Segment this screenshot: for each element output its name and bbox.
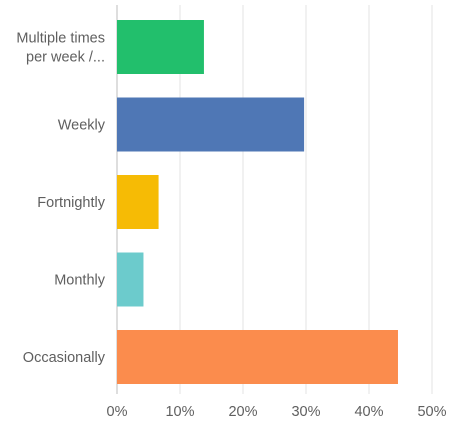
category-labels: Multiple times per week /... Weekly Fortnig… — [16, 31, 105, 367]
bar — [117, 252, 144, 307]
x-tick-label: 50% — [417, 404, 446, 420]
category-label: Occasionally — [23, 350, 106, 366]
bar — [117, 330, 398, 384]
category-label: Monthly — [54, 273, 106, 289]
x-tick-label: 10% — [165, 404, 194, 420]
bar — [117, 20, 204, 74]
bar — [117, 175, 159, 229]
category-label: Fortnightly — [37, 195, 105, 211]
x-tick-label: 30% — [291, 404, 320, 420]
x-tick-label: 20% — [228, 404, 257, 420]
x-tick-label: 0% — [107, 404, 128, 420]
category-label: Weekly — [58, 118, 106, 134]
category-label: Multiple times per week /... — [16, 31, 105, 66]
x-tick-labels: 0% 10% 20% 30% 40% 50% — [107, 404, 447, 420]
bars — [117, 20, 398, 384]
bar — [117, 97, 305, 152]
x-tick-label: 40% — [354, 404, 383, 420]
